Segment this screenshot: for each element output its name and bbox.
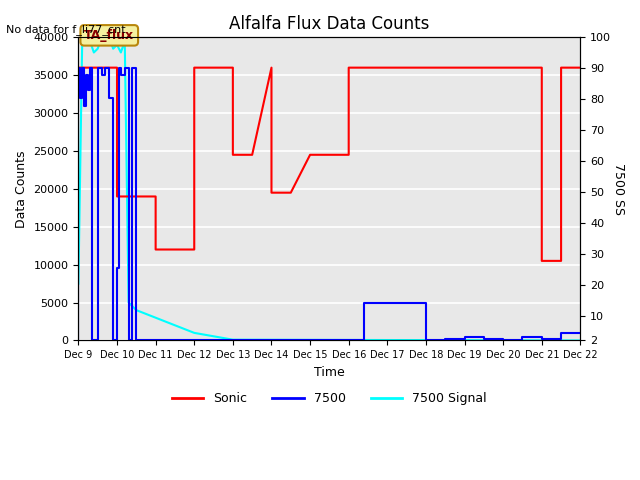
Y-axis label: 7500 SS: 7500 SS: [612, 163, 625, 215]
Text: No data for f_li77_cnt: No data for f_li77_cnt: [6, 24, 126, 35]
Legend: Sonic, 7500, 7500 Signal: Sonic, 7500, 7500 Signal: [167, 387, 492, 410]
X-axis label: Time: Time: [314, 366, 345, 379]
Text: TA_flux: TA_flux: [84, 29, 134, 42]
Title: Alfalfa Flux Data Counts: Alfalfa Flux Data Counts: [229, 15, 429, 33]
Y-axis label: Data Counts: Data Counts: [15, 150, 28, 228]
